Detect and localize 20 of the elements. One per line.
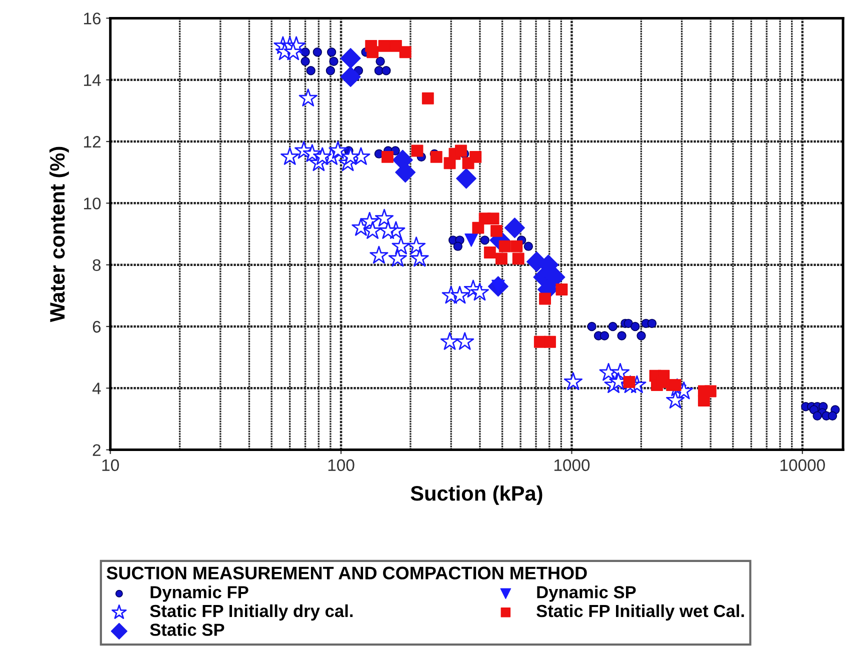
x-tick-label: 1000	[554, 459, 590, 472]
x-tick-label: 10000	[780, 459, 825, 472]
legend-title: SUCTION MEASUREMENT AND COMPACTION METHOD	[106, 566, 587, 580]
x-axis-title: Suction (kPa)	[410, 485, 542, 505]
x-tick-label: 10	[102, 459, 119, 472]
y-axis-title: Water content (%)	[49, 146, 69, 322]
y-tick-label: 14	[84, 74, 101, 86]
legend-label: Static FP Initially dry cal.	[150, 604, 353, 621]
legend-label: Dynamic FP	[150, 586, 248, 602]
y-tick-label: 12	[84, 136, 100, 148]
y-tick-label: 2	[92, 444, 100, 456]
x-tick-label: 100	[328, 459, 354, 472]
y-tick-label: 6	[92, 320, 101, 333]
y-tick-label: 16	[84, 12, 101, 24]
y-tick-label: 10	[84, 198, 101, 210]
legend-label: Static FP Initially wet Cal.	[536, 604, 744, 621]
y-tick-label: 4	[92, 382, 101, 394]
legend-label: Dynamic SP	[537, 586, 636, 602]
legend-label: Static SP	[150, 623, 224, 636]
y-tick-label: 8	[92, 259, 101, 272]
